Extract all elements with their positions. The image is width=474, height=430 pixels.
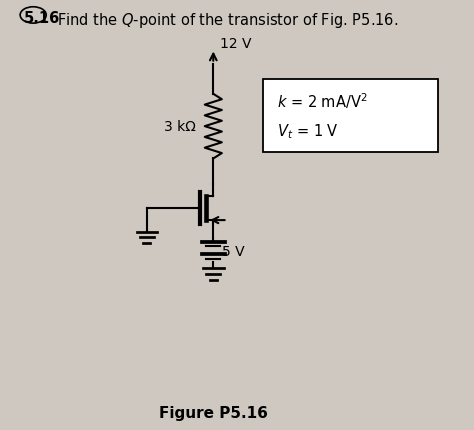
Text: $k$ = 2 mA/V$^2$: $k$ = 2 mA/V$^2$ xyxy=(277,91,368,111)
Text: 3 kΩ: 3 kΩ xyxy=(164,120,195,134)
FancyBboxPatch shape xyxy=(263,80,438,153)
Text: Figure P5.16: Figure P5.16 xyxy=(159,405,268,420)
Text: $V_t$ = 1 V: $V_t$ = 1 V xyxy=(277,122,339,141)
Text: 5 V: 5 V xyxy=(222,244,245,258)
Text: 5.16: 5.16 xyxy=(24,11,60,26)
Text: Find the $Q$-point of the transistor of Fig. P5.16.: Find the $Q$-point of the transistor of … xyxy=(57,11,398,30)
Text: 12 V: 12 V xyxy=(220,37,252,51)
